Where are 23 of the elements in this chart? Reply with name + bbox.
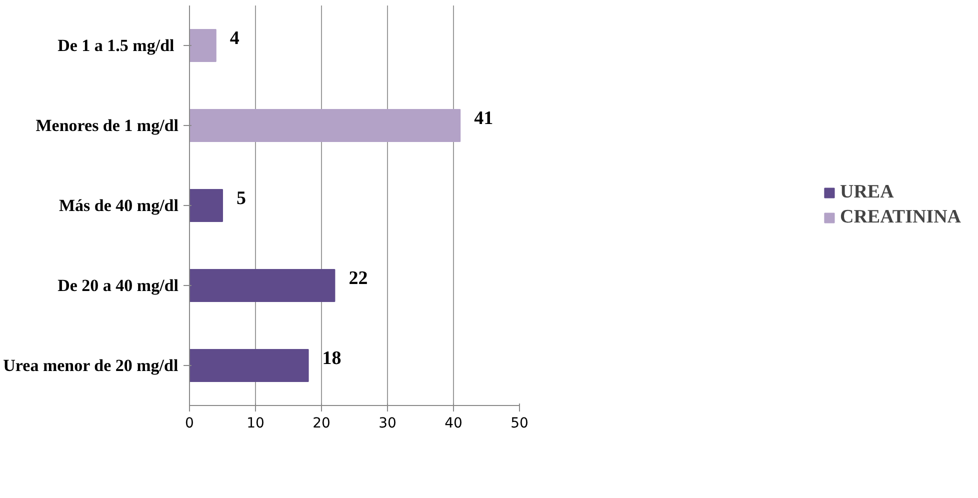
y-tick-label: Urea menor de 20 mg/dl	[3, 356, 178, 375]
bar	[190, 189, 223, 222]
legend-label: UREA	[840, 182, 894, 204]
x-tick-label: 50	[510, 416, 528, 432]
bar	[190, 349, 309, 382]
x-tick-label: 40	[444, 416, 462, 432]
y-tick-label: De 1 a 1.5 mg/dl	[58, 36, 175, 55]
bar	[190, 269, 336, 302]
bar	[190, 109, 461, 142]
data-label: 4	[230, 28, 240, 49]
data-label: 18	[322, 348, 342, 369]
y-tick-label: Menores de 1 mg/dl	[36, 116, 179, 135]
x-tick-label: 0	[185, 416, 194, 432]
x-tick-label: 10	[246, 416, 264, 432]
data-label: 22	[348, 268, 368, 289]
x-tick-label: 30	[378, 416, 396, 432]
bar	[190, 29, 216, 62]
y-tick-label: De 20 a 40 mg/dl	[58, 276, 179, 295]
data-label: 5	[236, 188, 246, 209]
data-label: 41	[474, 108, 494, 129]
y-tick-label: Más de 40 mg/dl	[59, 196, 179, 215]
legend-label: CREATININA	[840, 206, 962, 228]
x-tick-label: 20	[312, 416, 330, 432]
